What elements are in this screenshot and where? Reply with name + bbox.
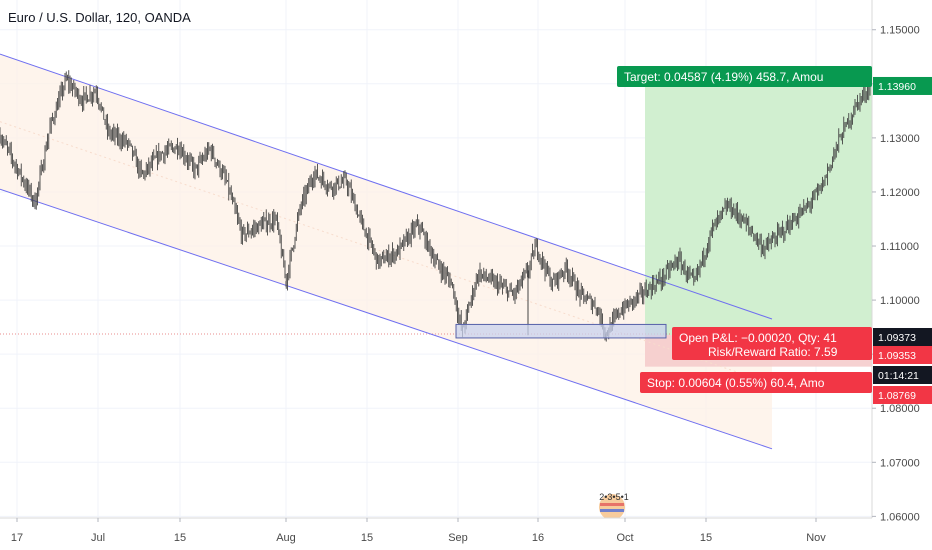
watermark-text: 2•3•5•1 xyxy=(599,492,628,502)
support-zone[interactable] xyxy=(455,323,667,339)
time-tick-label: Aug xyxy=(276,532,296,544)
stop-label[interactable]: Stop: 0.00604 (0.55%) 60.4, Amo xyxy=(640,372,872,393)
price-tick-label: 1.12000 xyxy=(880,187,920,199)
candles xyxy=(0,70,871,342)
watermark-shape xyxy=(599,494,625,518)
price-tick-label: 1.15000 xyxy=(880,25,920,37)
channel-lower-line[interactable] xyxy=(0,188,773,450)
watermark-stripe xyxy=(600,503,624,506)
time-tick-label: Oct xyxy=(616,532,633,544)
price-tag-countdown xyxy=(873,366,932,384)
watermark-stripe xyxy=(600,509,624,512)
price-tag-text: 01:14:21 xyxy=(878,370,919,382)
price-tag-stop xyxy=(873,386,932,404)
time-tick-label: Nov xyxy=(806,532,826,544)
chart-title: Euro / U.S. Dollar, 120, OANDA xyxy=(8,10,191,25)
pnl-label[interactable]: Open P&L: −0.00020, Qty: 41 Risk/Reward … xyxy=(672,327,872,360)
price-tag-entry xyxy=(873,346,932,364)
price-tag-last xyxy=(873,328,932,346)
price-tick-label: 1.06000 xyxy=(880,511,920,523)
target-label-text: Target: 0.04587 (4.19%) 458.7, Amou xyxy=(624,70,823,84)
time-tick-label: 17 xyxy=(11,532,23,544)
channel-mid-line xyxy=(0,121,773,385)
watermark-logo: 2•3•5•1 xyxy=(599,492,629,518)
target-label[interactable]: Target: 0.04587 (4.19%) 458.7, Amou xyxy=(617,66,872,87)
price-tags: 1.13960 1.09373 1.09353 01:14:21 1.08769 xyxy=(873,76,932,404)
price-tag-text: 1.09353 xyxy=(878,350,916,362)
price-tick-label: 1.13000 xyxy=(880,133,920,145)
time-tick-label: 15 xyxy=(174,532,186,544)
price-tag-text: 1.13960 xyxy=(878,81,916,93)
time-tick-label: Sep xyxy=(448,532,468,544)
time-tick-label: Jul xyxy=(91,532,105,544)
price-tick-label: 1.08000 xyxy=(880,403,920,415)
price-tag-text: 1.09373 xyxy=(878,332,916,344)
pnl-label-text: Open P&L: −0.00020, Qty: 41 xyxy=(679,331,837,345)
stop-label-text: Stop: 0.00604 (0.55%) 60.4, Amo xyxy=(647,376,825,390)
price-tick-label: 1.11000 xyxy=(880,241,919,253)
price-tag-text: 1.08769 xyxy=(878,390,916,402)
risk-reward-label-text: Risk/Reward Ratio: 7.59 xyxy=(708,345,838,359)
time-tick-label: 16 xyxy=(532,532,544,544)
price-tick-label: 1.07000 xyxy=(880,457,920,469)
plot-area[interactable]: 2•3•5•1 xyxy=(0,53,872,520)
target-zone[interactable] xyxy=(645,85,872,336)
time-axis[interactable]: 17 Jul 15 Aug 15 Sep 16 Oct 15 Nov xyxy=(11,518,826,544)
time-tick-label: 15 xyxy=(700,532,712,544)
price-tag-target xyxy=(873,76,932,95)
time-tick-label: 15 xyxy=(361,532,373,544)
price-tick-label: 1.10000 xyxy=(880,295,920,307)
channel-upper-line[interactable] xyxy=(0,53,773,320)
